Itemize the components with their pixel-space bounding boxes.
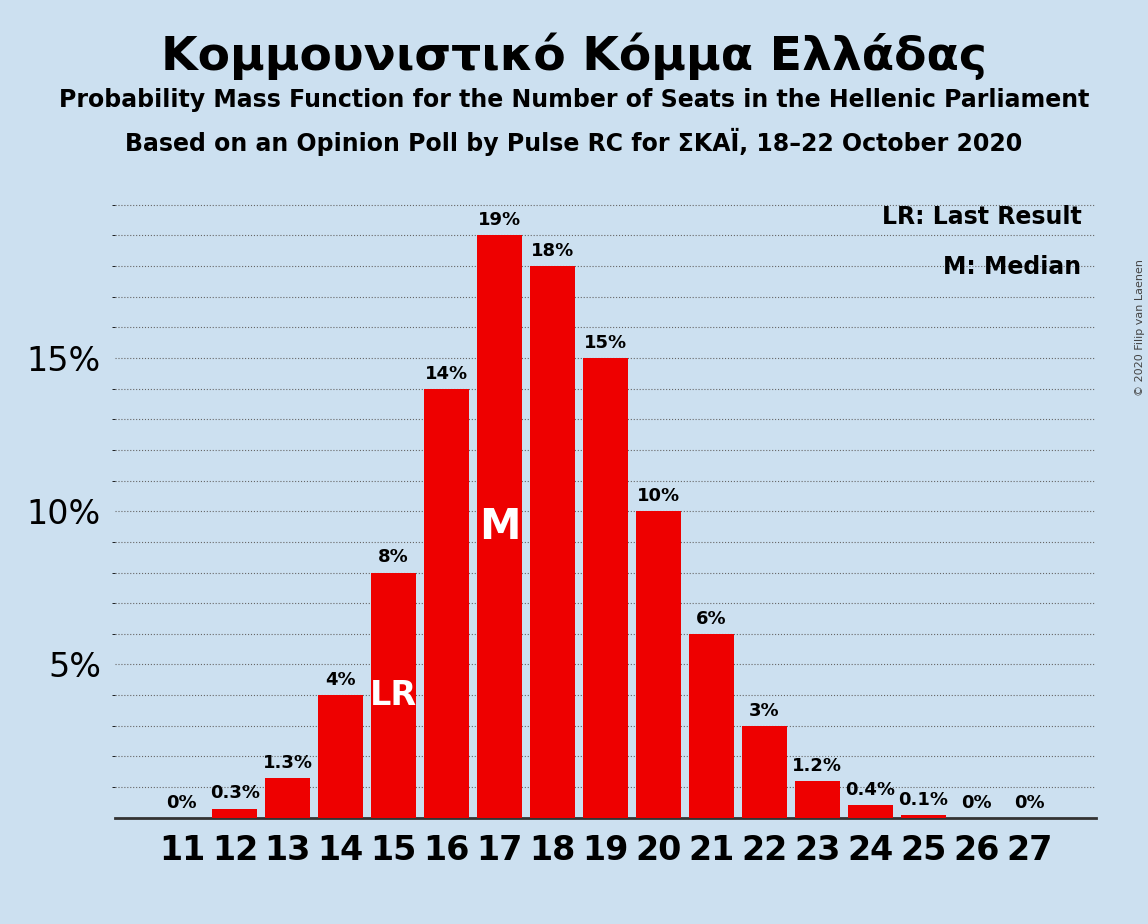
Bar (583, 358, 628, 818)
Text: 1.2%: 1.2% (792, 757, 843, 775)
Bar (742, 725, 786, 818)
Text: 19%: 19% (478, 212, 521, 229)
Bar (636, 511, 681, 818)
Text: 15%: 15% (584, 334, 627, 352)
Bar (848, 806, 893, 818)
Bar (265, 778, 310, 818)
Bar (371, 573, 417, 818)
Bar (689, 634, 734, 818)
Bar (901, 815, 946, 818)
Text: 18%: 18% (532, 242, 574, 260)
Text: 0%: 0% (961, 794, 992, 811)
Text: LR: Last Result: LR: Last Result (882, 205, 1081, 229)
Text: Based on an Opinion Poll by Pulse RC for ΣΚΑΪ, 18–22 October 2020: Based on an Opinion Poll by Pulse RC for… (125, 128, 1023, 155)
Text: © 2020 Filip van Laenen: © 2020 Filip van Laenen (1135, 259, 1145, 395)
Text: M: Median: M: Median (944, 255, 1081, 279)
Text: 10%: 10% (637, 487, 680, 505)
Text: LR: LR (370, 678, 418, 711)
Text: 0.3%: 0.3% (210, 784, 259, 802)
Bar (478, 236, 522, 818)
Bar (318, 695, 363, 818)
Text: 0%: 0% (1014, 794, 1045, 811)
Text: 1.3%: 1.3% (263, 754, 313, 772)
Text: 14%: 14% (425, 364, 468, 383)
Text: 0.1%: 0.1% (898, 791, 948, 808)
Bar (794, 781, 840, 818)
Text: 6%: 6% (696, 610, 727, 627)
Text: 3%: 3% (750, 701, 779, 720)
Bar (530, 266, 575, 818)
Text: M: M (479, 505, 520, 548)
Bar (425, 389, 470, 818)
Text: 0%: 0% (166, 794, 197, 811)
Text: 8%: 8% (379, 549, 409, 566)
Text: 0.4%: 0.4% (845, 782, 895, 799)
Bar (212, 808, 257, 818)
Text: Κομμουνιστικό Κόμμα Ελλάδας: Κομμουνιστικό Κόμμα Ελλάδας (161, 32, 987, 79)
Text: 4%: 4% (326, 671, 356, 689)
Text: Probability Mass Function for the Number of Seats in the Hellenic Parliament: Probability Mass Function for the Number… (59, 88, 1089, 112)
